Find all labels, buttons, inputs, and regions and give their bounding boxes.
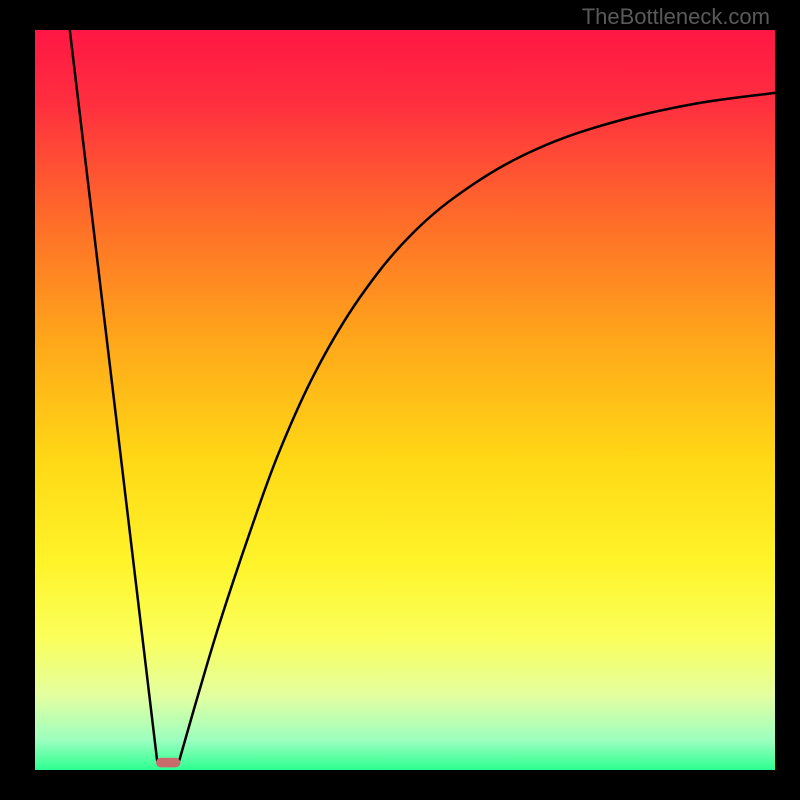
bottleneck-curve — [70, 30, 775, 760]
chart-curve-layer — [35, 30, 775, 770]
chart-plot-area — [35, 30, 775, 770]
watermark-text: TheBottleneck.com — [582, 4, 770, 30]
optimal-point-marker — [156, 758, 180, 768]
